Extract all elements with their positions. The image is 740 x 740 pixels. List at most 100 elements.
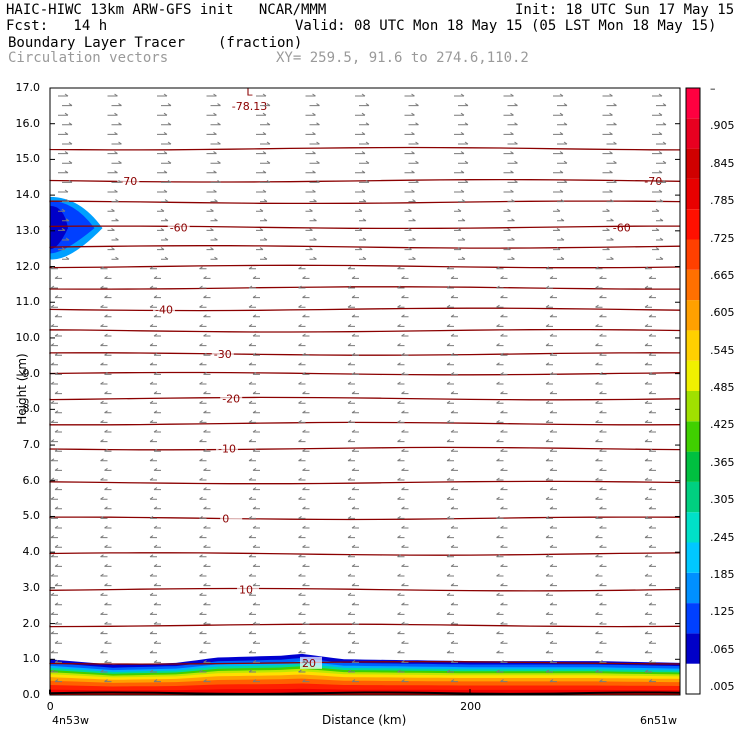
colorbar-segment [686, 633, 700, 664]
wind-vector [503, 151, 514, 155]
wind-vector [58, 151, 69, 155]
wind-vector [652, 131, 663, 135]
wind-vector [648, 583, 656, 587]
wind-vector [298, 496, 306, 500]
wind-vector [446, 400, 454, 404]
wind-vector [206, 151, 217, 155]
wind-vector [305, 189, 316, 193]
wind-vector [104, 391, 112, 395]
wind-vector [446, 266, 454, 270]
wind-vector [549, 275, 557, 279]
wind-vector [298, 535, 306, 539]
wind-vector [446, 304, 454, 308]
wind-vector [602, 227, 610, 231]
wind-vector [595, 631, 603, 635]
wind-vector [260, 237, 268, 241]
wind-vector [401, 410, 409, 414]
wind-vector [404, 151, 415, 155]
wind-vector [359, 160, 370, 164]
wind-vector [54, 506, 62, 510]
wind-vector [644, 592, 652, 596]
wind-vector [107, 112, 118, 116]
wind-vector [203, 679, 211, 683]
wind-vector [153, 583, 161, 587]
wind-vector [256, 151, 267, 155]
wind-vector [397, 611, 405, 615]
wind-vector [161, 199, 169, 203]
wind-vector [557, 122, 568, 126]
wind-vector [656, 160, 667, 164]
low-annotation: L [246, 86, 253, 99]
wind-vector [401, 314, 409, 318]
wind-vector [157, 93, 168, 97]
wind-vector [545, 535, 553, 539]
wind-vector [347, 400, 355, 404]
wind-vector [401, 487, 409, 491]
wind-vector [549, 314, 557, 318]
wind-vector [104, 371, 112, 375]
wind-vector [500, 563, 508, 567]
wind-vector [446, 592, 454, 596]
wind-vector [54, 410, 62, 414]
wind-vector [54, 583, 62, 587]
wind-vector [446, 323, 454, 327]
wind-vector [496, 419, 504, 423]
wind-vector [595, 611, 603, 615]
y-tick-label: 12.0 [15, 259, 41, 273]
wind-vector [602, 131, 613, 135]
wind-vector [50, 669, 58, 673]
wind-vector [302, 659, 310, 663]
wind-vector [397, 535, 405, 539]
wind-vector [599, 544, 607, 548]
wind-vector [203, 275, 211, 279]
wind-vector [149, 400, 157, 404]
wind-vector [199, 535, 207, 539]
wind-vector [549, 371, 557, 375]
wind-vector [100, 515, 108, 519]
wind-vector [100, 631, 108, 635]
wind-vector [446, 496, 454, 500]
wind-vector [401, 352, 409, 356]
y-tick-label: 7.0 [22, 438, 41, 452]
wind-vector [351, 563, 359, 567]
wind-vector [50, 496, 58, 500]
wind-vector [644, 381, 652, 385]
wind-vector [149, 477, 157, 481]
wind-vector [496, 573, 504, 577]
wind-vector [500, 275, 508, 279]
wind-vector [50, 631, 58, 635]
wind-vector [54, 371, 62, 375]
wind-vector [401, 391, 409, 395]
wind-vector [549, 583, 557, 587]
wind-vector [206, 247, 214, 251]
wind-vector [210, 237, 218, 241]
colorbar-label: .365 [710, 455, 735, 469]
wind-vector [404, 131, 415, 135]
wind-vector [557, 218, 565, 222]
wind-vector [302, 333, 310, 337]
wind-vector [210, 103, 221, 107]
wind-vector [644, 285, 652, 289]
wind-vector [157, 112, 168, 116]
wind-vector [50, 419, 58, 423]
wind-vector [454, 170, 465, 174]
wind-vector [404, 93, 415, 97]
wind-vector [500, 391, 508, 395]
wind-vector [599, 602, 607, 606]
colorbar-segment [686, 512, 700, 543]
wind-vector [397, 592, 405, 596]
wind-vector [507, 237, 515, 241]
wind-vector [500, 333, 508, 337]
contour-label: 20 [302, 657, 316, 670]
wind-vector [408, 218, 416, 222]
wind-vector [54, 640, 62, 644]
x-axis-title: Distance (km) [322, 713, 407, 727]
colorbar-frame [685, 87, 701, 695]
wind-vector [309, 199, 317, 203]
wind-vector [252, 429, 260, 433]
wind-vector [446, 554, 454, 558]
wind-vector [599, 563, 607, 567]
wind-vector [644, 362, 652, 366]
wind-vector [359, 103, 370, 107]
wind-vector [408, 122, 419, 126]
